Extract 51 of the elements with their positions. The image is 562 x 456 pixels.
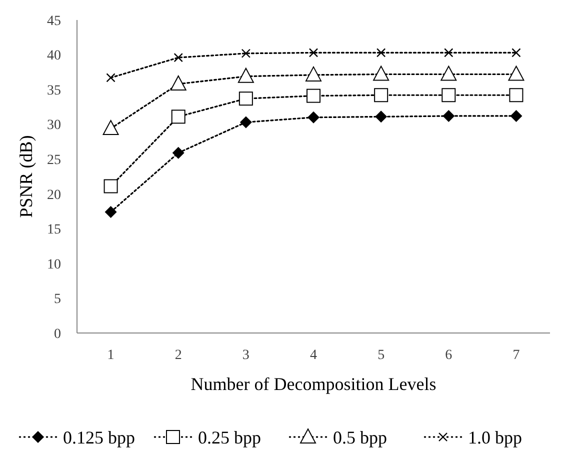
point xyxy=(512,48,521,58)
x-tick-label: 4 xyxy=(310,348,317,363)
y-tick-label: 25 xyxy=(47,153,61,168)
point xyxy=(373,66,390,81)
y-tick-label: 35 xyxy=(47,83,61,98)
point xyxy=(106,73,116,82)
x-tick-label: 7 xyxy=(512,348,520,363)
legend-label: 0.125 bpp xyxy=(63,427,135,448)
point xyxy=(172,146,184,159)
point xyxy=(308,111,320,124)
point xyxy=(171,110,186,124)
point xyxy=(374,88,388,102)
point xyxy=(306,88,320,103)
point xyxy=(240,116,252,128)
y-axis-title: PSNR (dB) xyxy=(16,135,36,218)
legend-label: 0.5 bpp xyxy=(333,427,387,448)
point xyxy=(104,179,118,194)
y-tick-label: 0 xyxy=(54,326,61,342)
point xyxy=(440,66,457,81)
point xyxy=(444,48,454,58)
x-tick-label: 5 xyxy=(378,348,385,363)
point xyxy=(170,75,186,90)
y-tick-label: 15 xyxy=(47,222,61,238)
point xyxy=(238,68,254,83)
x-axis-title: Number of Decomposition Levels xyxy=(190,374,436,394)
y-tick-label: 10 xyxy=(47,257,61,272)
point xyxy=(442,110,455,122)
point xyxy=(442,88,456,102)
y-tick-label: 45 xyxy=(47,14,61,29)
y-tick-label: 30 xyxy=(47,118,61,134)
point xyxy=(238,92,253,106)
point xyxy=(508,66,524,81)
point xyxy=(375,110,388,123)
point xyxy=(102,120,119,136)
point xyxy=(509,88,524,102)
x-tick-label: 1 xyxy=(107,348,114,363)
point xyxy=(376,48,386,58)
point xyxy=(104,206,117,218)
x-tick-label: 6 xyxy=(445,348,452,363)
point xyxy=(308,48,318,58)
point xyxy=(174,52,183,62)
x-tick-label: 2 xyxy=(174,348,182,363)
point xyxy=(510,110,522,122)
y-tick-label: 20 xyxy=(47,188,61,203)
point xyxy=(306,66,322,82)
x-tick-label: 3 xyxy=(242,348,250,363)
point xyxy=(241,48,251,58)
legend-label: 0.25 bpp xyxy=(198,427,261,448)
y-tick-label: 40 xyxy=(47,48,61,64)
legend-label: 1.0 bpp xyxy=(468,427,522,448)
y-tick-label: 5 xyxy=(54,292,61,308)
